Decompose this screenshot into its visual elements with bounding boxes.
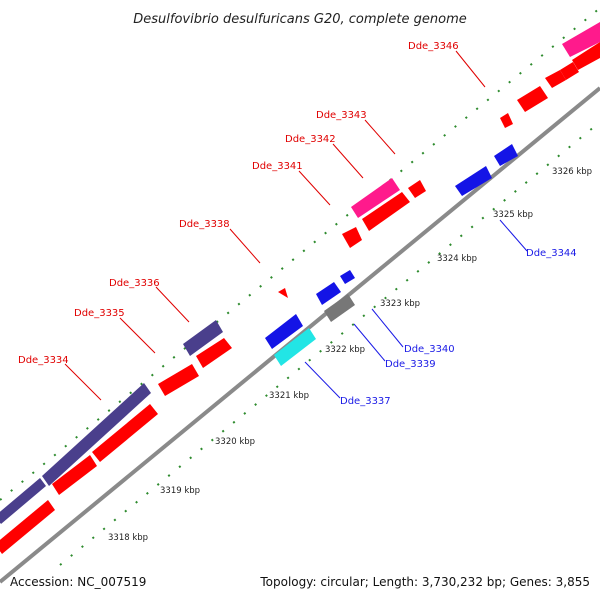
gene-cyan-1 (274, 328, 316, 366)
upper-strand-genes (0, 22, 600, 554)
gene-red-2 (52, 455, 97, 495)
leader-dde-3335 (119, 317, 156, 354)
leader-dde-3344 (499, 219, 528, 252)
kbp-label: 3319 kbp (160, 486, 200, 496)
leader-dde-3340 (371, 308, 404, 348)
gene-label-dde-3341: Dde_3341 (252, 161, 303, 172)
tick-row-upper (0, 7, 600, 501)
gene-pink-2 (562, 22, 600, 57)
lower-strand-genes (265, 144, 518, 366)
gene-label-dde-3343: Dde_3343 (316, 110, 367, 121)
topology-text: Topology: circular; Length: 3,730,232 bp… (259, 575, 590, 589)
gene-gray-1 (324, 294, 355, 322)
leader-dde-3334 (64, 363, 102, 401)
kbp-label: 3325 kbp (493, 210, 533, 220)
gene-red-1 (0, 500, 55, 554)
gene-label-dde-3336: Dde_3336 (109, 278, 160, 289)
kbp-label: 3318 kbp (108, 533, 148, 543)
gene-blue-4 (455, 166, 492, 196)
gene-red-11 (517, 86, 548, 112)
kbp-label: 3323 kbp (380, 299, 420, 309)
label-leaders (64, 50, 528, 401)
gene-red-6 (342, 227, 362, 248)
gene-purple-1 (0, 478, 46, 524)
kbp-label: 3324 kbp (437, 254, 477, 264)
gene-label-dde-3342: Dde_3342 (285, 134, 336, 145)
gene-blue-3 (340, 270, 355, 284)
leader-dde-3343 (364, 119, 396, 155)
gene-labels-bottom: Dde_3337 Dde_3339 Dde_3340 Dde_3344 (340, 248, 577, 407)
gene-label-dde-3339: Dde_3339 (385, 359, 436, 370)
gene-pink-1 (351, 178, 400, 218)
leader-dde-3336 (155, 286, 190, 323)
gene-red-14 (572, 42, 600, 70)
gene-label-dde-3340: Dde_3340 (404, 344, 455, 355)
leader-dde-3337 (304, 361, 341, 399)
kbp-label: 3321 kbp (269, 391, 309, 401)
gene-blue-2 (316, 282, 341, 305)
leader-dde-3342 (332, 143, 364, 179)
gene-red-9 (278, 288, 288, 298)
leader-dde-3339 (353, 323, 386, 362)
gene-red-13 (560, 62, 579, 80)
gene-label-dde-3334: Dde_3334 (18, 355, 69, 366)
gene-label-dde-3335: Dde_3335 (74, 308, 125, 319)
map-title: Desulfovibrio desulfuricans G20, complet… (133, 12, 467, 27)
gene-labels-top: Dde_3334 Dde_3335 Dde_3336 Dde_3338 Dde_… (18, 41, 459, 366)
kbp-label: 3322 kbp (325, 345, 365, 355)
gene-purple-2 (42, 383, 151, 486)
gene-blue-5 (494, 144, 518, 166)
gene-purple-3 (183, 320, 223, 356)
gene-red-7 (362, 192, 410, 231)
kbp-label: 3326 kbp (552, 167, 592, 177)
gene-label-dde-3346: Dde_3346 (408, 41, 459, 52)
tick-row-lower (59, 121, 600, 566)
leader-dde-3346 (455, 50, 486, 88)
gene-blue-1 (265, 314, 303, 349)
gene-red-5 (196, 338, 232, 368)
gene-red-8 (408, 180, 426, 198)
gene-red-4 (158, 364, 199, 396)
accession-text: Accession: NC_007519 (10, 575, 146, 589)
gene-label-dde-3344: Dde_3344 (526, 248, 577, 259)
gene-label-dde-3338: Dde_3338 (179, 219, 230, 230)
leader-dde-3341 (298, 170, 331, 206)
gene-red-10 (500, 113, 513, 128)
gene-red-3 (92, 404, 158, 462)
kbp-labels: 3318 kbp 3319 kbp 3320 kbp 3321 kbp 3322… (108, 167, 592, 543)
gene-red-12 (545, 70, 566, 88)
leader-dde-3338 (229, 228, 261, 264)
kbp-label: 3320 kbp (215, 437, 255, 447)
gene-label-dde-3337: Dde_3337 (340, 396, 391, 407)
tick-rows (0, 7, 600, 566)
